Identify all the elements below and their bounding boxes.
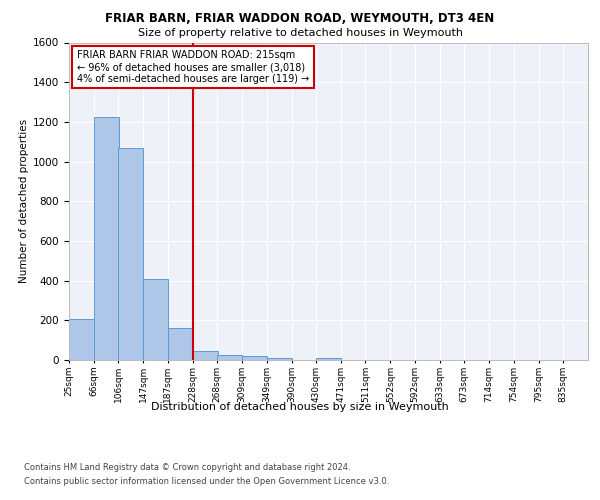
Y-axis label: Number of detached properties: Number of detached properties [19, 119, 29, 284]
Bar [242, 356, 267, 360]
Text: FRIAR BARN, FRIAR WADDON ROAD, WEYMOUTH, DT3 4EN: FRIAR BARN, FRIAR WADDON ROAD, WEYMOUTH,… [106, 12, 494, 26]
Text: Contains public sector information licensed under the Open Government Licence v3: Contains public sector information licen… [24, 478, 389, 486]
Bar [266, 358, 292, 360]
Bar [69, 320, 94, 360]
Bar [143, 278, 169, 360]
Bar [193, 351, 218, 360]
Text: FRIAR BARN FRIAR WADDON ROAD: 215sqm
← 96% of detached houses are smaller (3,018: FRIAR BARN FRIAR WADDON ROAD: 215sqm ← 9… [77, 50, 309, 84]
Text: Contains HM Land Registry data © Crown copyright and database right 2024.: Contains HM Land Registry data © Crown c… [24, 462, 350, 471]
Bar [94, 117, 119, 360]
Text: Size of property relative to detached houses in Weymouth: Size of property relative to detached ho… [137, 28, 463, 38]
Bar [168, 328, 193, 360]
Bar [217, 355, 242, 360]
Text: Distribution of detached houses by size in Weymouth: Distribution of detached houses by size … [151, 402, 449, 412]
Bar [118, 148, 143, 360]
Bar [316, 358, 341, 360]
